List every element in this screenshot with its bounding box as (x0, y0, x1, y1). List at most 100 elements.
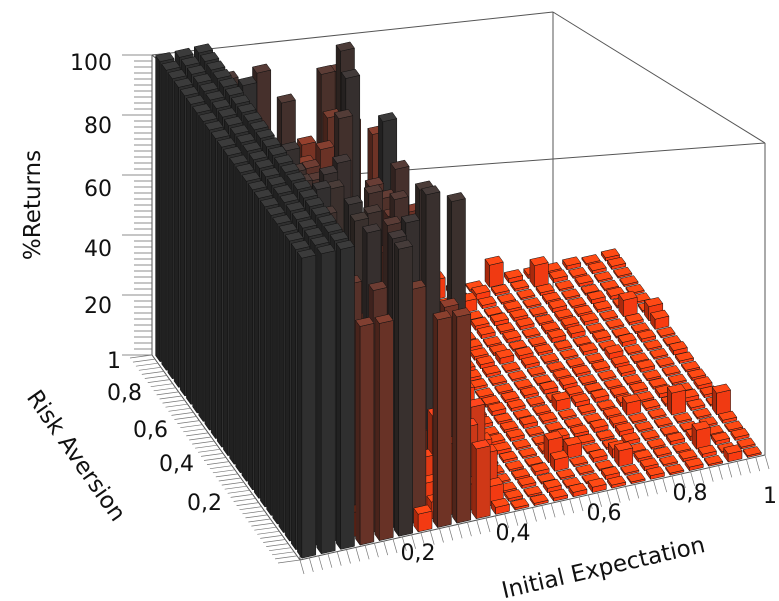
bar-top-face (212, 69, 232, 79)
bar (590, 388, 610, 404)
bar (591, 360, 611, 374)
bar (742, 446, 762, 459)
bar-side-face (335, 242, 341, 551)
bar-side-face (432, 313, 438, 529)
bar-top-face (559, 348, 579, 359)
y-minor-tick (260, 535, 283, 539)
bar-top-face (580, 283, 600, 294)
bar (520, 355, 540, 370)
bar-top-face (273, 184, 293, 195)
bar-top-face (413, 504, 433, 515)
bar-top-face (259, 197, 280, 208)
bar (693, 376, 713, 390)
bar (535, 283, 555, 297)
bar-top-face (469, 347, 489, 358)
bar (519, 386, 540, 400)
bar-top-face (628, 412, 648, 423)
bar-side-face (186, 97, 192, 406)
bar (653, 416, 673, 429)
bar (603, 378, 623, 391)
bar-front-face (489, 261, 504, 288)
bar-top-face (594, 459, 614, 470)
bar (474, 387, 495, 400)
bar (686, 398, 706, 412)
y-minor-tick (138, 366, 161, 371)
bar-top-face (252, 63, 272, 74)
y-minor-tick (150, 383, 173, 388)
y-minor-tick (272, 551, 295, 556)
bar (646, 438, 666, 451)
bar-top-face (310, 235, 330, 246)
bar-top-face (317, 214, 337, 225)
bar (432, 310, 452, 529)
bar-front-face (417, 510, 433, 533)
bar (547, 328, 567, 344)
bar (482, 336, 503, 349)
bar-top-face (666, 383, 687, 394)
bar-side-face (198, 114, 204, 423)
bar-top-face (717, 410, 738, 421)
bar-side-face (284, 234, 290, 542)
x-minor-tick (522, 509, 528, 524)
bar-top-face (558, 375, 578, 386)
z-minor-ticks (122, 54, 152, 356)
bar (577, 374, 598, 387)
bar-top-face (611, 326, 631, 337)
bar (587, 477, 607, 494)
bar-top-face (697, 444, 717, 455)
y-minor-tick (198, 448, 221, 453)
bar-top-face (578, 342, 599, 353)
bar-top-face (693, 376, 713, 387)
bar (529, 493, 549, 507)
bar-top-face (514, 346, 534, 357)
bar-top-face (586, 290, 606, 301)
bar-top-face (393, 239, 414, 250)
y-tick-label: 1 (107, 349, 121, 374)
bar (502, 329, 522, 344)
bar (584, 352, 605, 365)
y-minor-tick (200, 453, 224, 457)
bar-top-face (652, 446, 673, 457)
x-minor-tick (550, 503, 556, 518)
bar-side-face (223, 148, 229, 457)
bar (618, 290, 638, 318)
z-axis: 100 80 60 40 20 %Returns (20, 51, 153, 356)
bar-top-face (496, 293, 517, 303)
bar-top-face (432, 310, 452, 321)
bar-top-face (584, 352, 605, 363)
bar (606, 475, 627, 489)
bar-top-face (446, 192, 466, 202)
bar-side-face (260, 200, 266, 508)
bar-top-face (566, 324, 586, 335)
bar-top-face (674, 351, 695, 362)
bar-top-face (526, 365, 547, 376)
y-minor-tick (141, 371, 164, 375)
bar-side-face (229, 157, 235, 465)
bar (528, 305, 548, 318)
bar (476, 325, 496, 340)
bar-top-face (659, 425, 680, 435)
x-minor-tick (708, 467, 714, 482)
bar-top-face (522, 297, 542, 308)
bar-top-face (610, 355, 630, 365)
bar-top-face (573, 304, 593, 315)
bar-top-face (592, 300, 613, 311)
bar (621, 393, 642, 417)
bar-top-face (211, 99, 231, 109)
bar-top-face (290, 240, 311, 250)
bar-top-face (340, 68, 361, 79)
bar-top-face (591, 360, 611, 371)
bar-top-face (475, 355, 495, 366)
bar-top-face (481, 364, 502, 375)
bar (620, 463, 640, 477)
bar-top-face (661, 365, 681, 375)
bar-top-face (650, 309, 670, 320)
bar (561, 288, 581, 301)
bar (717, 410, 738, 425)
bar (634, 421, 654, 434)
bar-top-face (570, 393, 591, 403)
bar-top-face (730, 428, 750, 438)
x-minor-tick (764, 454, 770, 470)
y-minor-tick (195, 444, 218, 449)
